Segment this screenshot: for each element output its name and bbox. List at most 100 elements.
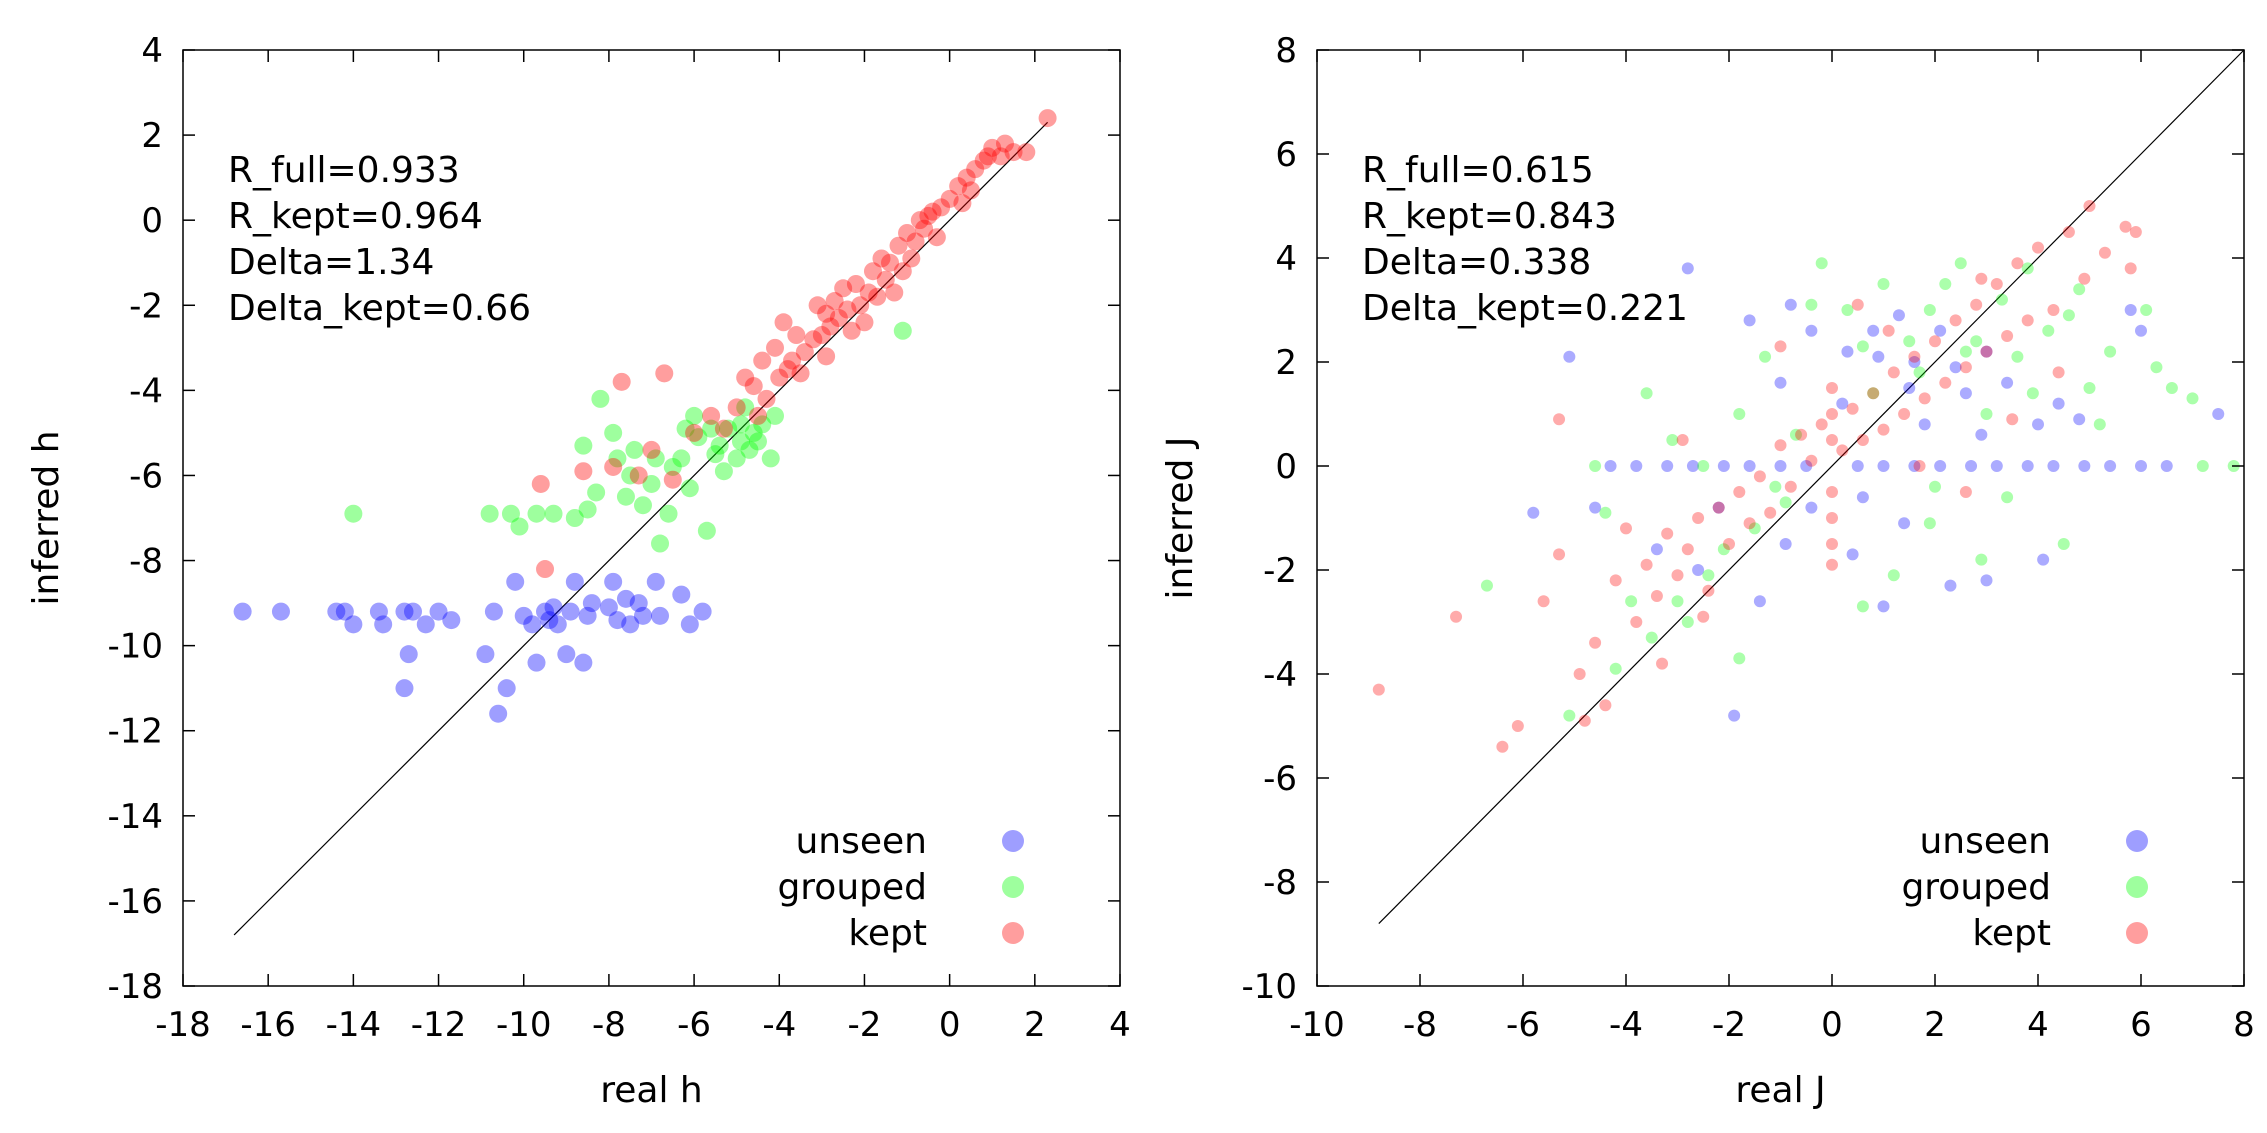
right-point-kept (1877, 423, 1890, 436)
left-point-unseen (497, 679, 516, 698)
right-series-grouped (1480, 257, 2240, 722)
right-point-unseen (1527, 506, 1540, 519)
right-point-unseen (1650, 543, 1663, 556)
left-point-grouped (676, 419, 695, 438)
left-point-grouped (689, 428, 708, 447)
left-point-kept (898, 223, 917, 242)
left-x-tick-label: -18 (155, 1005, 211, 1045)
right-point-unseen (1743, 460, 1756, 472)
left-x-tick-label: 0 (939, 1005, 961, 1045)
right-point-grouped (2062, 309, 2075, 322)
right-point-kept (1846, 402, 1859, 415)
right-legend-label-unseen: unseen (1919, 821, 2051, 862)
right-point-kept (1511, 720, 1524, 732)
right-point-grouped (1599, 506, 1612, 519)
left-plot-marks (233, 109, 1057, 936)
right-point-unseen (1563, 350, 1576, 363)
left-point-grouped (604, 423, 623, 442)
right-point-grouped (1867, 387, 1880, 400)
right-point-unseen (2073, 413, 2086, 426)
right-point-kept (1553, 413, 1566, 426)
right-point-grouped (2073, 283, 2086, 296)
left-point-kept (953, 194, 972, 213)
right-point-grouped (1975, 553, 1988, 566)
right-point-unseen (1846, 548, 1859, 561)
right-point-kept (1650, 590, 1663, 602)
right-point-kept (1805, 454, 1818, 467)
right-point-kept (1372, 683, 1385, 696)
left-point-kept (774, 313, 793, 332)
right-point-unseen (1805, 501, 1818, 514)
left-point-kept (655, 364, 674, 383)
left-point-kept (876, 270, 895, 289)
right-y-tick-label: -10 (1241, 967, 1297, 1007)
right-point-unseen (1934, 324, 1947, 337)
right-point-unseen (1681, 262, 1694, 275)
right-legend-swatch-grouped (2126, 876, 2148, 898)
left-point-grouped (565, 509, 584, 527)
left-point-grouped (753, 415, 772, 434)
left-x-tick-label: -12 (411, 1005, 467, 1045)
left-point-kept (957, 168, 976, 187)
left-x-tick-label: -10 (496, 1005, 552, 1045)
right-point-unseen (1872, 350, 1885, 363)
right-point-kept (2098, 246, 2111, 259)
left-point-kept (949, 177, 968, 196)
left-point-unseen (399, 645, 418, 664)
left-x-tick-label: 4 (1109, 1005, 1131, 1045)
left-y-tick-label: -10 (107, 627, 163, 667)
left-point-unseen (544, 598, 563, 617)
left-point-grouped (702, 419, 721, 438)
left-point-kept (872, 249, 891, 268)
left-point-grouped (740, 440, 759, 459)
left-y-tick-label: -6 (129, 456, 163, 496)
left-point-grouped (544, 504, 563, 523)
left-annotation-delta-kept: Delta_kept=0.66 (228, 288, 531, 329)
right-point-kept (1980, 345, 1993, 358)
right-point-grouped (1923, 517, 1936, 530)
right-plot-frame (1316, 49, 2245, 987)
right-point-kept (1553, 548, 1566, 561)
left-annotation-delta: Delta=1.34 (228, 242, 434, 283)
right-point-kept (1826, 434, 1838, 446)
right-point-grouped (2042, 324, 2055, 337)
right-point-kept (1784, 480, 1797, 493)
right-point-grouped (1789, 428, 1802, 441)
right-point-unseen (1841, 345, 1854, 358)
left-point-unseen (574, 653, 593, 672)
left-point-grouped (480, 504, 499, 523)
left-legend-swatch-grouped (1002, 876, 1024, 898)
right-point-unseen (2212, 408, 2225, 420)
left-point-unseen (344, 615, 363, 634)
right-point-kept (1851, 298, 1864, 311)
right-annotation-delta: Delta=0.338 (1362, 242, 1591, 283)
right-point-unseen (2124, 304, 2137, 316)
right-x-axis-label: real J (1735, 1070, 1825, 1111)
right-y-tick-label: -4 (1263, 655, 1297, 695)
left-point-unseen (548, 615, 567, 634)
right-point-unseen (1661, 460, 1674, 472)
left-point-grouped (621, 466, 640, 485)
left-point-kept (863, 262, 882, 281)
left-x-tick-label: -8 (592, 1005, 626, 1045)
left-point-grouped (642, 474, 661, 493)
left-annotation-r-kept: R_kept=0.964 (228, 196, 483, 237)
right-point-kept (1573, 668, 1586, 680)
left-point-kept (808, 296, 827, 315)
right-point-unseen (1990, 460, 2003, 472)
right-point-kept (1743, 517, 1756, 530)
right-y-tick-label: 0 (1275, 447, 1297, 487)
left-point-kept (817, 347, 836, 366)
right-point-unseen (1908, 356, 1921, 368)
left-point-kept (744, 377, 763, 396)
right-point-kept (1609, 574, 1622, 587)
left-point-kept (881, 253, 900, 272)
right-point-kept (1826, 408, 1838, 420)
left-point-kept (978, 147, 997, 166)
right-point-grouped (1913, 366, 1926, 379)
left-point-kept (1017, 143, 1036, 162)
left-point-kept (736, 368, 755, 387)
right-x-tick-label: 0 (1821, 1005, 1843, 1045)
right-point-unseen (1867, 324, 1880, 337)
left-legend-swatch-unseen (1002, 830, 1024, 852)
